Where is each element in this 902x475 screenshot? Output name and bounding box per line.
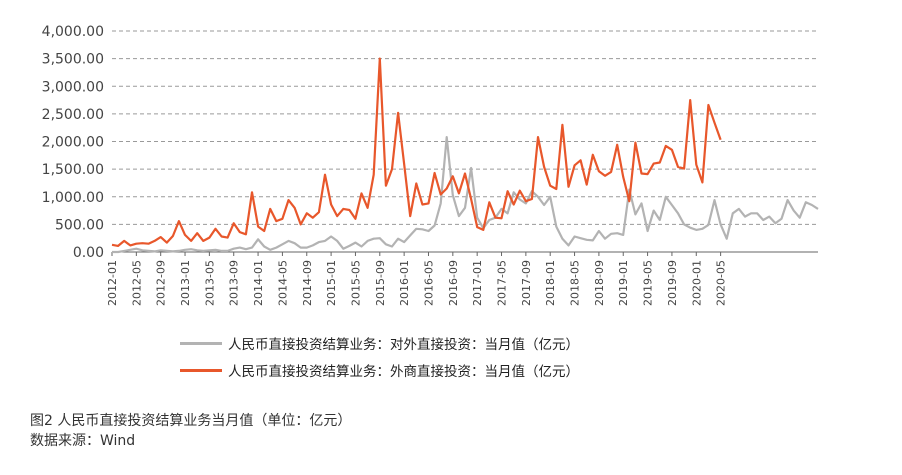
y-tick-label: 500.00 (55, 217, 104, 233)
figure-caption: 图2 人民币直接投资结算业务当月值（单位：亿元） (30, 413, 352, 429)
x-tick-label: 2014-09 (301, 260, 314, 306)
legend-label-inward: 人民币直接投资结算业务：外商直接投资：当月值（亿元） (228, 364, 579, 380)
y-tick-label: 0.00 (73, 245, 104, 261)
x-tick-label: 2017-09 (520, 260, 533, 306)
x-tick-label: 2013-05 (203, 260, 216, 306)
x-tick-label: 2013-01 (179, 260, 192, 306)
x-tick-label: 2012-01 (106, 260, 119, 306)
y-tick-label: 1,000.00 (42, 190, 104, 206)
x-tick-label: 2018-05 (569, 260, 582, 306)
y-tick-label: 2,000.00 (42, 135, 104, 151)
legend-swatch-inward (180, 368, 222, 372)
x-tick-label: 2014-05 (276, 260, 289, 306)
line-chart: 0.00 500.00 1,000.00 1,500.00 2,000.00 2,500.… (42, 24, 819, 306)
legend-item-inward: 人民币直接投资结算业务：外商直接投资：当月值（亿元） (180, 360, 579, 380)
series-line-inward-investment (111, 57, 722, 247)
series-line-outward-investment (112, 136, 819, 254)
x-tick-label: 2019-09 (666, 260, 679, 306)
y-tick-label: 3,500.00 (42, 52, 104, 68)
x-tick-label: 2017-05 (496, 260, 509, 306)
x-tick-label: 2019-05 (642, 260, 655, 306)
x-tick-label: 2014-01 (252, 260, 265, 306)
x-tick-label: 2017-01 (471, 260, 484, 306)
x-tick-label: 2016-05 (422, 260, 435, 306)
x-tick-label: 2018-09 (593, 260, 606, 306)
gridlines (112, 30, 818, 253)
y-tick-label: 2,500.00 (42, 107, 104, 123)
legend-label-outward: 人民币直接投资结算业务：对外直接投资：当月值（亿元） (228, 337, 579, 353)
x-tick-label: 2015-09 (374, 260, 387, 306)
x-tick-label: 2016-09 (447, 260, 460, 306)
series-lines (111, 57, 819, 254)
x-tick-label: 2020-05 (715, 260, 728, 306)
y-tick-label: 1,500.00 (42, 162, 104, 178)
legend-swatch-outward (180, 341, 222, 345)
x-tick-label: 2020-01 (690, 260, 703, 306)
y-axis: 0.00 500.00 1,000.00 1,500.00 2,000.00 2,500.… (42, 24, 104, 261)
data-source: 数据来源：Wind (30, 433, 136, 449)
legend-item-outward: 人民币直接投资结算业务：对外直接投资：当月值（亿元） (180, 333, 579, 353)
x-tick-label: 2016-01 (398, 260, 411, 306)
x-axis: 2012-01 2012-05 2012-09 2013-01 2013-05 2013-… (106, 251, 818, 306)
x-tick-label: 2018-01 (544, 260, 557, 306)
x-tick-label: 2019-01 (617, 260, 630, 306)
y-tick-label: 3,000.00 (42, 79, 104, 95)
x-tick-label: 2012-09 (155, 260, 168, 306)
x-tick-label: 2013-09 (228, 260, 241, 306)
y-tick-label: 4,000.00 (42, 24, 104, 40)
x-tick-label: 2015-05 (349, 260, 362, 306)
x-tick-label: 2012-05 (130, 260, 143, 306)
x-tick-label: 2015-01 (325, 260, 338, 306)
